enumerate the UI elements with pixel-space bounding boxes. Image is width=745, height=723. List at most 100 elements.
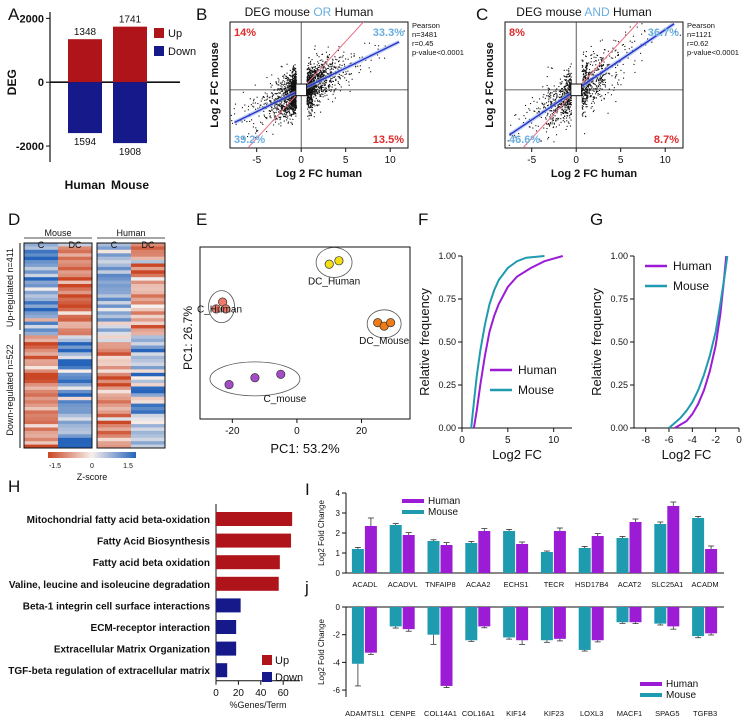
heat-cell [97, 400, 132, 404]
data-point [600, 64, 602, 66]
data-point [565, 128, 567, 130]
data-point [315, 71, 317, 73]
data-point [562, 110, 564, 112]
data-point [537, 125, 539, 127]
x-tick-label: -4 [688, 435, 697, 446]
data-point [286, 90, 288, 92]
data-point [554, 108, 556, 110]
heat-cell [97, 328, 132, 333]
data-point [282, 80, 284, 82]
data-point [309, 69, 311, 71]
bar-down [216, 663, 228, 678]
data-point [558, 103, 560, 105]
bar-human [553, 607, 566, 639]
data-point [562, 101, 564, 103]
data-point [559, 82, 561, 84]
data-point [281, 83, 283, 85]
data-point [331, 84, 333, 86]
heat-cell [24, 325, 59, 329]
data-point [563, 109, 565, 111]
data-point [590, 85, 592, 87]
heat-cell [97, 434, 132, 439]
data-point [384, 57, 386, 59]
data-point [348, 84, 350, 86]
data-point [313, 103, 315, 105]
data-point [546, 123, 548, 125]
data-point [328, 57, 330, 59]
data-point [591, 54, 593, 56]
x-tick-label: 0 [573, 155, 579, 166]
data-point [549, 125, 551, 127]
data-point [285, 115, 287, 117]
y-tick-label: -4 [333, 658, 341, 667]
heat-cell [58, 345, 93, 350]
data-point [556, 108, 558, 110]
data-point [286, 92, 288, 94]
data-point [284, 101, 286, 103]
data-point [560, 121, 562, 123]
legend-label: Human [666, 679, 698, 690]
data-point [549, 93, 551, 95]
data-point [307, 80, 309, 82]
bar-mouse [389, 607, 402, 627]
data-point [293, 111, 295, 113]
data-point [317, 74, 319, 76]
data-point [294, 103, 296, 105]
data-point [292, 102, 294, 104]
data-point [310, 100, 312, 102]
heat-cell [58, 372, 93, 377]
data-point [601, 57, 603, 59]
data-point [289, 102, 291, 104]
data-point [624, 49, 626, 51]
data-point [316, 53, 318, 55]
data-point [316, 104, 318, 106]
bar-up-mouse [113, 26, 147, 83]
data-point [555, 98, 557, 100]
data-point [317, 87, 319, 89]
data-point [295, 100, 297, 102]
data-point [563, 75, 565, 77]
data-point [276, 89, 278, 91]
data-point [517, 136, 519, 138]
data-point [598, 84, 600, 86]
data-point [330, 79, 332, 81]
data-point [568, 98, 570, 100]
data-point [309, 107, 311, 109]
data-point [590, 61, 592, 63]
data-point [294, 74, 296, 76]
data-point [289, 88, 291, 90]
data-point [306, 91, 308, 93]
data-point [531, 97, 533, 99]
data-point [607, 64, 609, 66]
legend-label: Human [518, 363, 557, 377]
data-point [310, 105, 312, 107]
data-point [565, 110, 567, 112]
data-point [290, 114, 292, 116]
data-point [591, 93, 593, 95]
data-point [568, 89, 570, 91]
data-point [290, 79, 292, 81]
data-point [292, 91, 294, 93]
heat-cell [24, 410, 59, 415]
heat-cell [24, 348, 59, 353]
data-point [294, 106, 296, 108]
data-point [566, 90, 568, 92]
data-point [313, 71, 315, 73]
data-point [307, 103, 309, 105]
data-point [586, 98, 588, 100]
group-label: DC_Mouse [359, 336, 409, 347]
data-point [292, 88, 294, 90]
data-point [315, 72, 317, 74]
data-point [592, 64, 594, 66]
legend-label: Down [275, 672, 303, 684]
data-point [583, 70, 585, 72]
data-point [307, 94, 309, 96]
data-point [593, 90, 595, 92]
data-point [274, 89, 276, 91]
data-point [263, 96, 265, 98]
bar-mouse [465, 607, 478, 641]
data-point [600, 77, 602, 79]
data-point [319, 101, 321, 103]
y-tick-label: 0.50 [610, 337, 628, 347]
